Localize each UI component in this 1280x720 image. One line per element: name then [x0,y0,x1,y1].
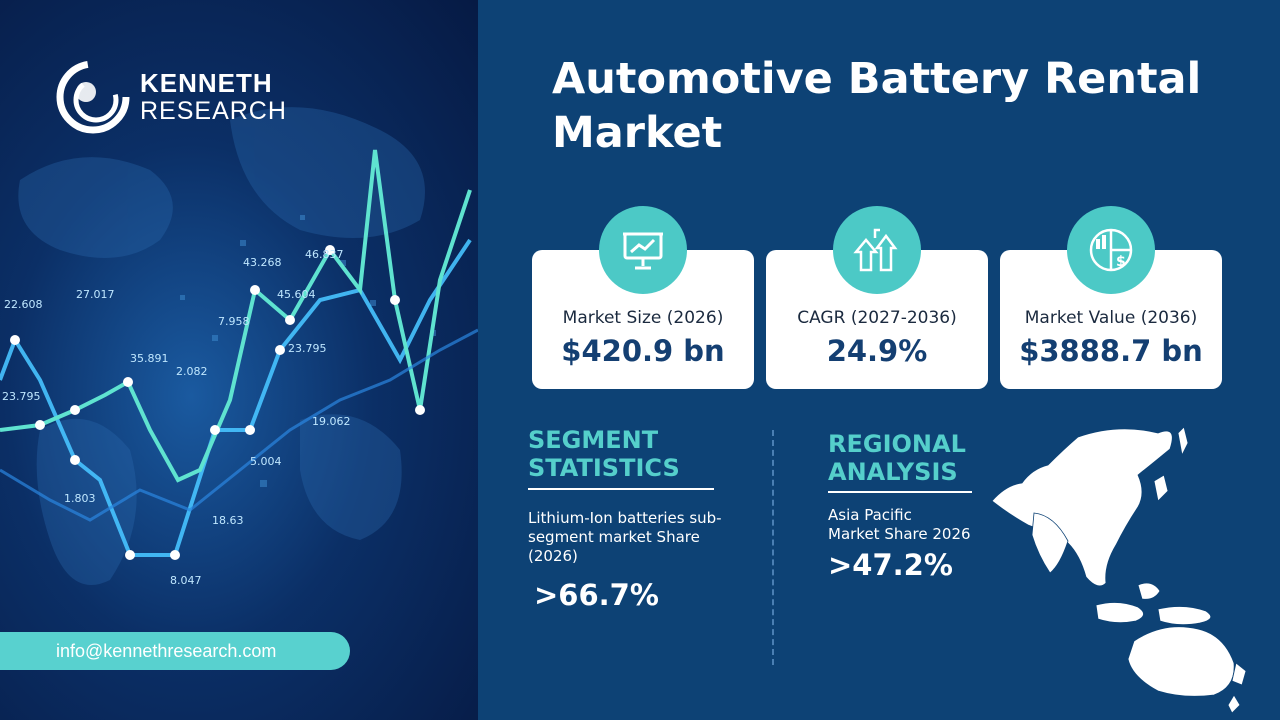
card-label: CAGR (2027-2036) [797,308,957,328]
presentation-chart-icon [623,232,663,270]
kenneth-research-logo: KENNETH RESEARCH [56,60,286,134]
growth-arrows-icon [853,228,898,272]
page-title: Automotive Battery Rental Market [552,52,1252,160]
bg-number: 46.837 [305,248,344,261]
bg-number: 35.891 [130,352,169,365]
svg-text:$: $ [1116,254,1126,270]
section-divider [772,430,774,665]
asia-pacific-map [991,426,1247,714]
bg-number: 45.604 [277,288,316,301]
card-value: 24.9% [826,334,928,368]
segment-description: Lithium-Ion batteries sub- segment marke… [528,509,722,565]
cagr-card: CAGR (2027-2036) 24.9% [766,206,988,389]
regional-underline [828,491,972,493]
bg-number: 43.268 [243,256,282,269]
segment-underline [528,488,714,490]
logo-swirl-icon [56,60,130,134]
card-label: Market Value (2036) [1024,308,1198,328]
bg-number: 8.047 [170,574,202,587]
pie-dollar-icon: $ [1089,228,1133,272]
bg-number: 7.958 [218,315,250,328]
bg-number: 27.017 [76,288,115,301]
title-line-2: Market [552,108,723,158]
stock-chart-background: 22.608 27.017 35.891 23.795 1.803 2.082 … [0,107,478,587]
logo-line-2: RESEARCH [140,96,287,125]
bg-number: 23.795 [288,342,327,355]
bg-number: 1.803 [64,492,96,505]
segment-value: >66.7% [534,578,659,612]
left-hero-panel: 22.608 27.017 35.891 23.795 1.803 2.082 … [0,0,478,720]
email-link[interactable]: info@kennethresearch.com [0,632,350,670]
regional-heading: REGIONAL ANALYSIS [828,430,966,486]
bg-number: 23.795 [2,390,41,403]
bg-number: 2.082 [176,365,208,378]
regional-value: >47.2% [828,548,953,582]
bg-number: 22.608 [4,298,43,311]
card-value: $420.9 bn [561,334,725,368]
market-size-card: Market Size (2026) $420.9 bn [532,206,754,389]
market-value-card: $ Market Value (2036) $3888.7 bn [1000,206,1222,389]
regional-description: Asia Pacific Market Share 2026 [828,506,971,543]
logo-line-1: KENNETH [140,68,273,99]
title-line-1: Automotive Battery Rental [552,54,1202,104]
segment-heading: SEGMENT STATISTICS [528,426,680,482]
card-label: Market Size (2026) [562,308,724,328]
bg-number: 18.63 [212,514,244,527]
card-value: $3888.7 bn [1019,334,1203,368]
bg-number: 19.062 [312,415,351,428]
bg-number: 5.004 [250,455,282,468]
